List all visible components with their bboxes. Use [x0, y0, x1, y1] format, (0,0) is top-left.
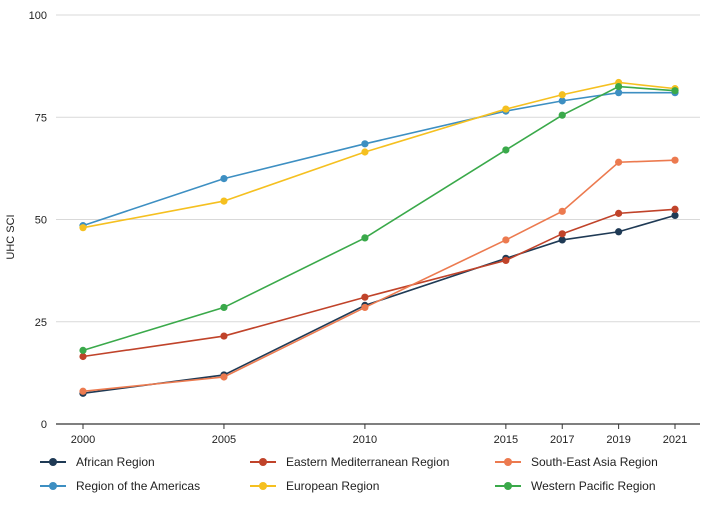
- x-tick-label: 2019: [606, 434, 630, 446]
- legend-label: African Region: [76, 455, 155, 469]
- series-line: [82, 214, 676, 395]
- series-eastern-mediterranean-region: [79, 205, 679, 361]
- data-point: [220, 175, 228, 183]
- x-tick-label: 2017: [550, 434, 574, 446]
- x-tick-label: 2005: [212, 434, 236, 446]
- data-point: [558, 236, 566, 244]
- legend-swatch: [40, 480, 66, 492]
- data-point: [361, 234, 369, 242]
- series-line: [82, 159, 676, 393]
- legend-item: South-East Asia Region: [495, 452, 658, 472]
- data-point: [615, 228, 623, 236]
- x-tick-label: 2000: [71, 434, 95, 446]
- legend-item: European Region: [250, 476, 379, 496]
- series-line: [82, 91, 675, 227]
- data-point: [361, 293, 369, 301]
- y-tick-label: 0: [41, 419, 47, 431]
- data-point: [79, 346, 87, 354]
- data-point: [220, 332, 228, 340]
- gridlines: [56, 14, 700, 323]
- series-line: [82, 81, 676, 229]
- legend-item: Region of the Americas: [40, 476, 200, 496]
- data-point: [502, 236, 510, 244]
- data-point: [79, 387, 87, 395]
- y-tick-label: 100: [29, 10, 47, 22]
- data-point: [615, 209, 623, 217]
- y-tick-label: 75: [35, 112, 47, 124]
- legend-label: South-East Asia Region: [531, 455, 658, 469]
- data-point: [220, 373, 228, 381]
- data-point: [220, 303, 228, 312]
- data-point: [615, 82, 623, 91]
- data-point: [220, 197, 228, 205]
- y-axis-title: UHC SCI: [5, 214, 17, 259]
- data-point: [671, 156, 679, 164]
- data-point: [558, 207, 566, 215]
- data-point: [615, 158, 623, 166]
- series-south-east-asia-region: [79, 156, 679, 395]
- data-point: [671, 211, 679, 220]
- y-tick-label: 25: [35, 317, 47, 329]
- series-region-of-the-americas: [79, 89, 679, 230]
- legend-swatch: [495, 480, 521, 492]
- data-point: [558, 111, 566, 119]
- legend-swatch: [40, 456, 66, 468]
- series-african-region: [79, 211, 679, 397]
- legend-item: African Region: [40, 452, 155, 472]
- series-line: [82, 208, 676, 358]
- data-point: [79, 352, 87, 361]
- x-axis: 2000 2005 2010 2015 2017 2019 2021: [56, 423, 700, 446]
- data-point: [361, 303, 369, 312]
- legend-item: Eastern Mediterranean Region: [250, 452, 449, 472]
- data-point: [558, 230, 566, 238]
- legend-label: European Region: [286, 479, 380, 493]
- data-point: [615, 89, 623, 97]
- data-point: [361, 148, 369, 156]
- series-line: [82, 85, 676, 352]
- legend-item: Western Pacific Region: [495, 476, 656, 496]
- data-point: [502, 256, 510, 264]
- data-point: [671, 205, 679, 213]
- data-point: [502, 105, 510, 113]
- legend-label: Region of the Americas: [76, 479, 201, 493]
- y-axis: 0 25 50 75 100: [29, 10, 47, 431]
- legend-label: Eastern Mediterranean Region: [286, 455, 450, 469]
- legend-label: Western Pacific Region: [531, 479, 656, 493]
- series-layer: [79, 78, 679, 397]
- legend-swatch: [495, 456, 521, 468]
- x-tick-label: 2010: [353, 434, 377, 446]
- series-western-pacific-region: [79, 82, 679, 354]
- x-tick-label: 2021: [663, 434, 687, 446]
- data-point: [361, 140, 369, 148]
- data-point: [79, 224, 87, 232]
- data-point: [671, 87, 679, 95]
- data-point: [558, 91, 566, 99]
- legend-swatch: [250, 456, 276, 468]
- y-tick-label: 50: [35, 215, 47, 227]
- data-point: [558, 97, 566, 105]
- data-point: [502, 146, 510, 154]
- legend-swatch: [250, 480, 276, 492]
- x-tick-label: 2015: [494, 434, 518, 446]
